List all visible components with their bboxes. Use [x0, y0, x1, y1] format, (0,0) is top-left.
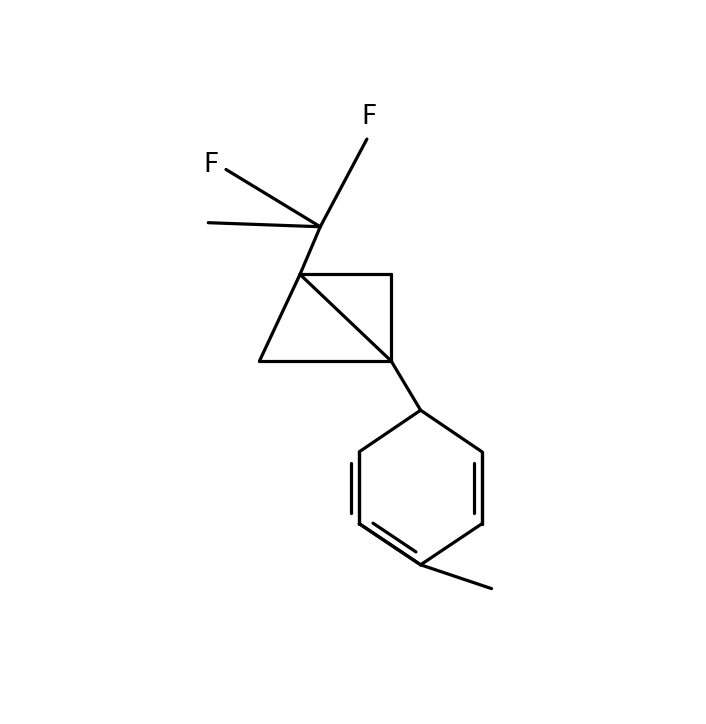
Text: F: F: [361, 104, 377, 130]
Text: F: F: [203, 153, 219, 178]
